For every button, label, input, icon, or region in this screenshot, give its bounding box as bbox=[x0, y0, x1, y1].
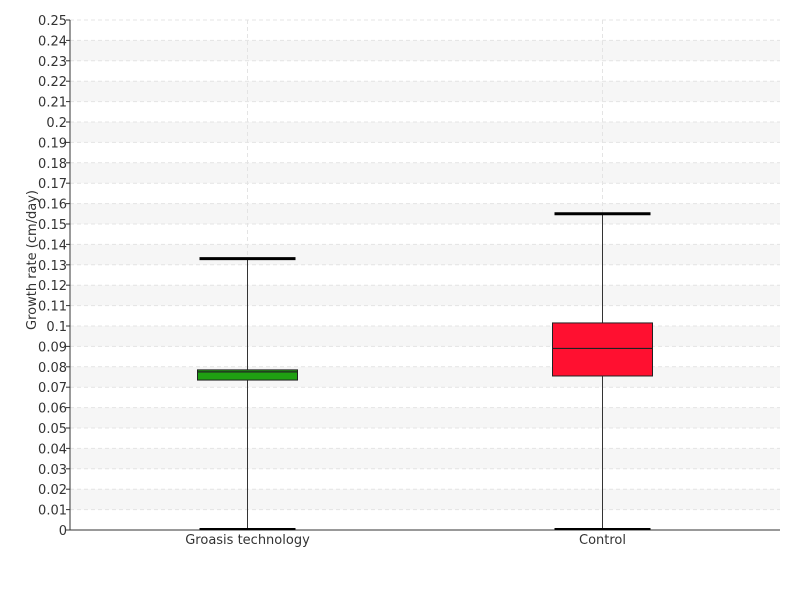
box-body bbox=[197, 369, 298, 381]
plot-background-bands bbox=[71, 40, 780, 510]
background-band bbox=[71, 81, 780, 102]
y-tick-label: 0.14 bbox=[38, 238, 67, 253]
y-tick-label: 0.13 bbox=[38, 259, 67, 274]
y-tick-label: 0.02 bbox=[38, 483, 67, 498]
y-tick-label: 0.21 bbox=[38, 96, 67, 111]
y-tick-label: 0.12 bbox=[38, 279, 67, 294]
background-band bbox=[71, 244, 780, 265]
y-tick-label: 0.06 bbox=[38, 402, 67, 417]
y-tick-label: 0.07 bbox=[38, 381, 67, 396]
background-band bbox=[71, 285, 780, 306]
y-tick-label: 0.15 bbox=[38, 218, 67, 233]
y-tick-label: 0.25 bbox=[38, 14, 67, 29]
background-band bbox=[71, 448, 780, 469]
box-series bbox=[197, 212, 653, 530]
x-axis: Groasis technology Control bbox=[70, 529, 780, 548]
box-groasis-technology bbox=[197, 257, 298, 530]
y-tick-label: 0.01 bbox=[38, 504, 67, 519]
y-tick-label: 0.04 bbox=[38, 442, 67, 457]
background-band bbox=[71, 162, 780, 184]
y-axis-label: Growth rate (cm/day) bbox=[25, 190, 40, 330]
y-tick-label: 0.09 bbox=[38, 340, 67, 355]
y-tick-label: 0.05 bbox=[38, 422, 67, 437]
y-tick-label: 0.24 bbox=[38, 34, 67, 49]
grid-lines bbox=[70, 19, 780, 530]
y-tick-label: 0 bbox=[59, 524, 67, 539]
y-tick-label: 0.2 bbox=[46, 116, 67, 131]
background-band bbox=[71, 40, 780, 61]
background-band bbox=[71, 326, 780, 347]
y-tick-label: 0.17 bbox=[38, 177, 67, 192]
x-category-label: Control bbox=[579, 533, 626, 548]
background-band bbox=[71, 489, 780, 510]
x-category-label: Groasis technology bbox=[185, 533, 310, 548]
y-tick-label: 0.16 bbox=[38, 198, 67, 213]
box-control bbox=[552, 212, 653, 530]
y-tick-label: 0.19 bbox=[38, 136, 67, 151]
background-band bbox=[71, 203, 780, 224]
background-band bbox=[71, 407, 780, 428]
background-band bbox=[71, 122, 780, 143]
y-tick-label: 0.22 bbox=[38, 75, 67, 90]
y-tick-label: 0.03 bbox=[38, 463, 67, 478]
y-tick-label: 0.18 bbox=[38, 157, 67, 172]
background-band bbox=[71, 366, 780, 388]
y-tick-label: 0.11 bbox=[38, 300, 67, 315]
y-tick-label: 0.1 bbox=[46, 320, 67, 335]
y-tick-label: 0.08 bbox=[38, 361, 67, 376]
y-axis: 0 0.01 0.02 0.03 0.04 0.05 0.06 0.07 0.08 0.09 0.1… bbox=[38, 14, 71, 539]
box-body bbox=[552, 322, 653, 377]
y-tick-label: 0.23 bbox=[38, 55, 67, 70]
